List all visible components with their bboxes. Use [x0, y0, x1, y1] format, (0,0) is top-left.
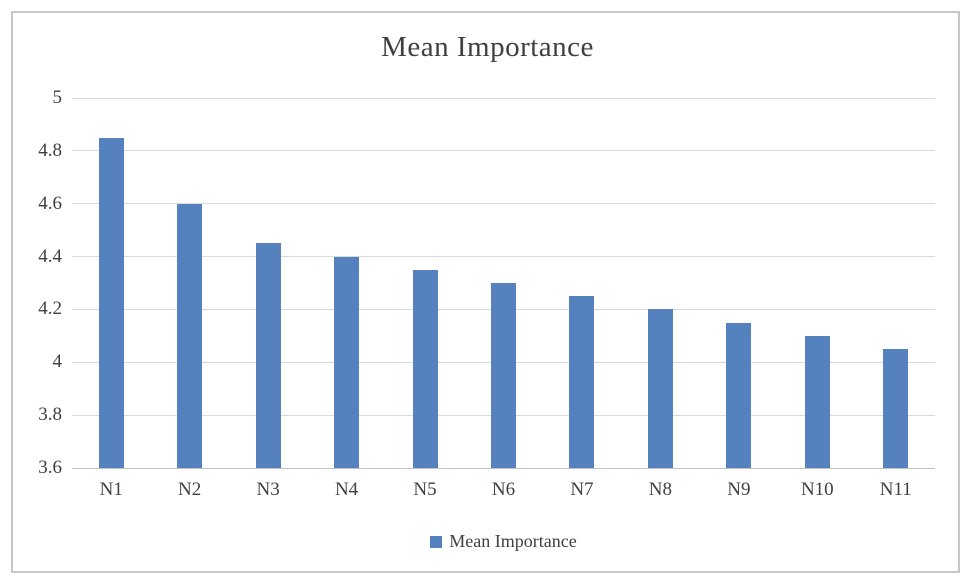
bar-N6	[491, 283, 516, 468]
chart-title: Mean Importance	[381, 31, 594, 63]
gridline	[72, 256, 935, 258]
y-tick-label: 3.6	[38, 457, 62, 478]
x-tick-label: N9	[727, 479, 751, 500]
x-tick-label: N4	[334, 479, 359, 500]
y-tick-label: 4	[52, 351, 63, 373]
gridline	[72, 97, 935, 99]
y-tick-label: 3.8	[38, 404, 62, 426]
x-tick-label: N8	[648, 479, 673, 500]
x-tick-label: N6	[491, 479, 516, 500]
legend-label: Mean Importance	[449, 531, 577, 551]
y-tick-label: 4.4	[38, 245, 62, 267]
bar-N8	[647, 309, 673, 468]
legend-swatch	[430, 536, 443, 548]
y-tick-label: 4.6	[38, 192, 62, 214]
chart-frame	[11, 11, 960, 573]
bar-N7	[569, 296, 595, 468]
bar-N3	[255, 243, 281, 468]
bar-N4	[334, 256, 360, 468]
legend: Mean Importance	[72, 531, 935, 552]
x-tick-label: N1	[99, 479, 123, 500]
y-tick-label: 5	[52, 87, 63, 108]
gridline	[72, 150, 935, 152]
x-tick-label: N11	[879, 479, 912, 500]
x-tick-label: N3	[256, 479, 280, 500]
bar-N11	[883, 349, 909, 468]
bar-N1	[98, 137, 124, 468]
bar-N2	[177, 203, 203, 468]
y-tick-label: 4.2	[38, 298, 62, 320]
bar-N10	[804, 335, 830, 468]
bar-N9	[726, 322, 752, 468]
bar-N5	[412, 269, 438, 468]
gridline	[72, 203, 935, 205]
x-tick-label: N7	[570, 479, 594, 500]
x-tick-label: N2	[178, 479, 202, 500]
y-tick-label: 4.8	[38, 139, 62, 161]
x-axis-line	[72, 467, 935, 469]
x-tick-label: N5	[413, 479, 437, 500]
x-tick-label: N10	[800, 479, 834, 500]
